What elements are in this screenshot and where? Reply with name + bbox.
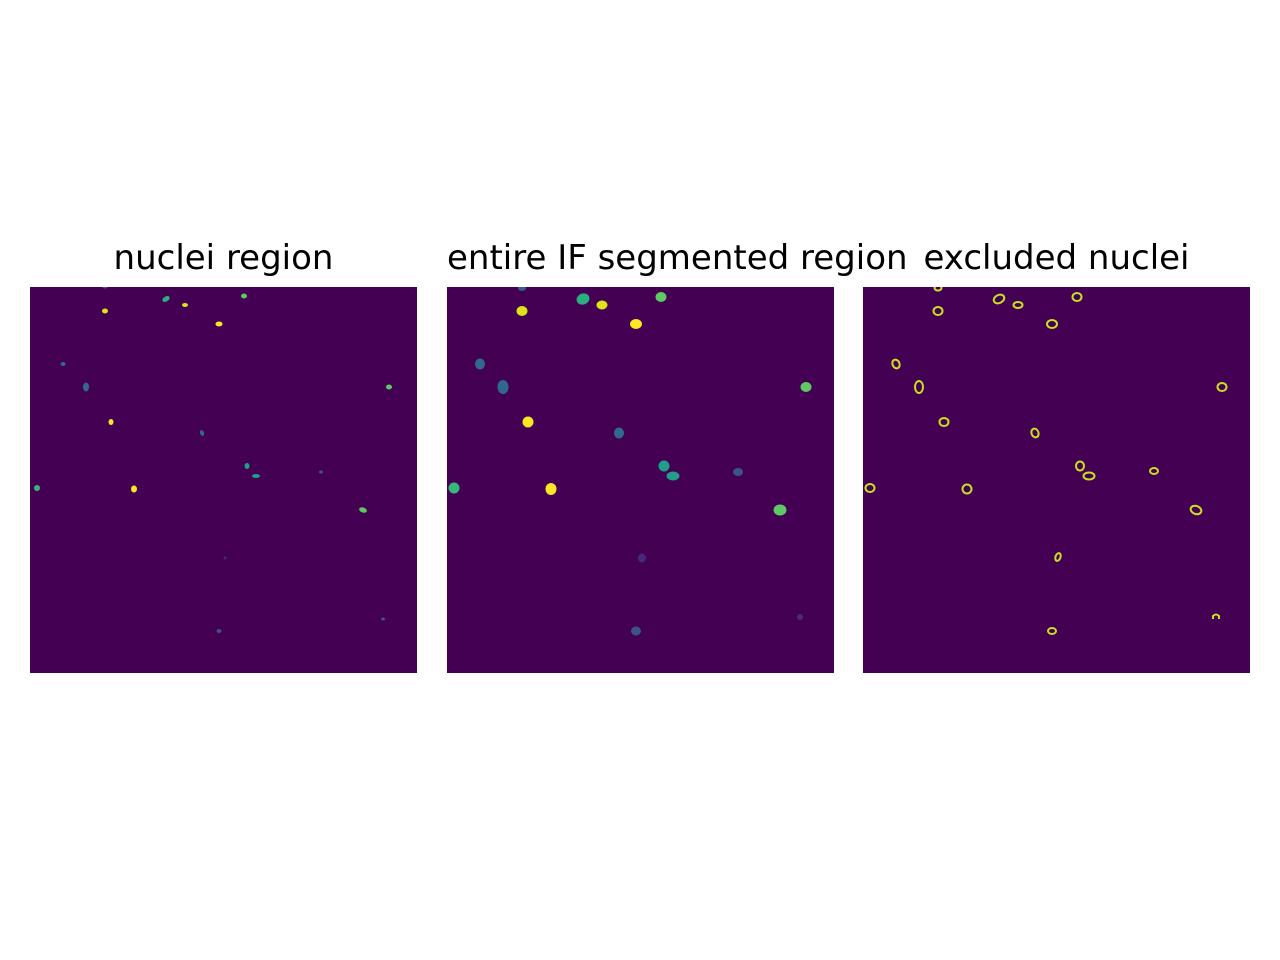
cell bbox=[655, 292, 667, 302]
cell bbox=[448, 482, 460, 494]
nucleus bbox=[386, 384, 392, 390]
cell bbox=[630, 319, 642, 329]
cell bbox=[475, 358, 485, 370]
excluded-ring bbox=[1054, 552, 1062, 562]
nucleus bbox=[319, 470, 323, 474]
nucleus bbox=[215, 321, 223, 327]
nucleus bbox=[241, 293, 247, 299]
excluded-ring bbox=[914, 380, 924, 394]
excluded-ring bbox=[992, 293, 1006, 305]
segmented-region-image bbox=[447, 287, 834, 673]
image-background bbox=[30, 287, 417, 673]
panel-nuclei-region bbox=[30, 287, 417, 673]
nuclei-region-image bbox=[30, 287, 417, 673]
excluded-ring bbox=[1071, 292, 1083, 302]
segmented-blobs bbox=[448, 287, 812, 636]
cell bbox=[631, 626, 641, 636]
cell bbox=[497, 380, 509, 394]
cell bbox=[516, 306, 528, 316]
nucleus bbox=[182, 303, 188, 307]
panel-title-nuclei-region: nuclei region bbox=[113, 238, 334, 278]
excluded-ring bbox=[961, 483, 973, 495]
nucleus bbox=[102, 308, 108, 314]
cell bbox=[596, 300, 608, 310]
nucleus bbox=[199, 430, 205, 436]
nucleus bbox=[83, 382, 89, 392]
cell bbox=[522, 416, 534, 428]
nucleus bbox=[252, 474, 260, 478]
excluded-ring bbox=[1189, 504, 1203, 516]
panel-excluded-nuclei bbox=[863, 287, 1250, 673]
excluded-ring bbox=[932, 306, 944, 316]
nucleus bbox=[223, 556, 227, 560]
panel-title-excluded-nuclei: excluded nuclei bbox=[923, 238, 1190, 278]
excluded-nuclei-image bbox=[863, 287, 1250, 673]
cell bbox=[666, 471, 680, 481]
cell bbox=[614, 427, 624, 439]
cell bbox=[800, 382, 812, 392]
nucleus bbox=[60, 362, 66, 366]
nucleus bbox=[359, 507, 367, 513]
excluded-ring bbox=[1082, 471, 1096, 481]
nucleus bbox=[216, 629, 222, 633]
image-background bbox=[863, 287, 1250, 673]
cell bbox=[638, 553, 646, 563]
cell bbox=[545, 483, 557, 495]
excluded-ring bbox=[891, 358, 901, 370]
panel-entire-if-segmented-region bbox=[447, 287, 834, 673]
excluded-ring bbox=[1212, 613, 1220, 619]
nuclei-blobs bbox=[34, 287, 392, 633]
excluded-ring bbox=[1047, 627, 1057, 635]
excluded-ring bbox=[1046, 319, 1058, 329]
nucleus bbox=[381, 617, 385, 621]
excluded-ring bbox=[1012, 301, 1024, 309]
cell bbox=[518, 287, 526, 291]
nucleus bbox=[162, 296, 170, 302]
excluded-ring bbox=[938, 417, 950, 427]
nucleus bbox=[108, 419, 114, 425]
nucleus bbox=[244, 463, 250, 469]
excluded-rings bbox=[864, 287, 1228, 635]
excluded-ring bbox=[933, 287, 943, 292]
nucleus bbox=[34, 485, 40, 491]
excluded-ring bbox=[1216, 382, 1228, 392]
excluded-ring bbox=[1075, 460, 1085, 472]
excluded-ring bbox=[1030, 427, 1040, 439]
nucleus bbox=[102, 287, 108, 289]
image-background bbox=[447, 287, 834, 673]
nucleus bbox=[131, 485, 137, 493]
excluded-ring bbox=[864, 483, 876, 493]
excluded-ring bbox=[1149, 467, 1159, 475]
cell bbox=[576, 293, 590, 305]
cell bbox=[733, 468, 743, 476]
panel-title-entire-if-segmented-region: entire IF segmented region bbox=[447, 238, 908, 278]
cell bbox=[797, 614, 803, 620]
cell bbox=[773, 504, 787, 516]
cell bbox=[658, 460, 670, 472]
